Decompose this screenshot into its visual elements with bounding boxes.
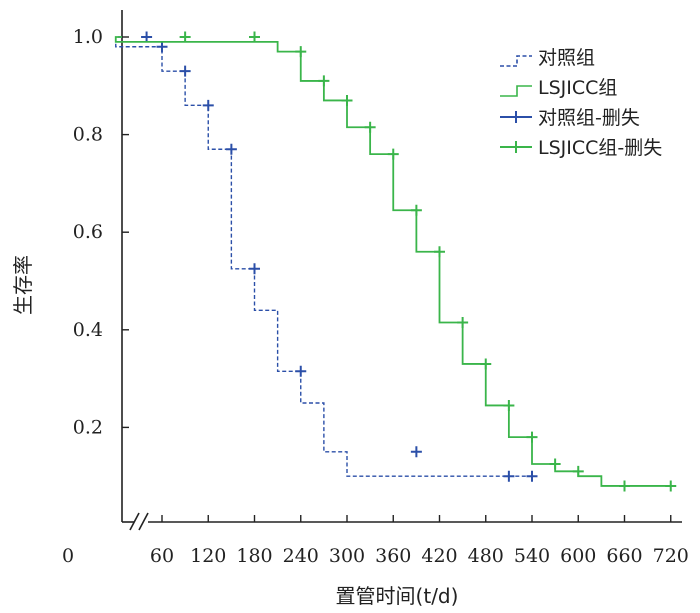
y-tick-label: 1.0 <box>73 26 103 48</box>
censor-mark-lsjicc <box>665 480 677 492</box>
censor-mark-lsjicc <box>364 121 376 133</box>
series-line-control <box>115 36 532 477</box>
x-tick-label: 180 <box>236 545 272 567</box>
legend-label-lsjicc: LSJICC组 <box>538 77 617 99</box>
series-line-lsjicc <box>114 36 671 487</box>
legend-symbol-control-censored <box>500 111 532 123</box>
censor-mark-control <box>249 263 260 275</box>
series-layer <box>114 31 677 492</box>
censor-mark-lsjicc <box>526 431 538 443</box>
x-tick-label: 300 <box>329 545 365 567</box>
censor-mark-control <box>156 41 168 53</box>
censor-mark-control <box>141 31 153 43</box>
y-tick-label: 0.8 <box>73 124 103 146</box>
x-tick-label: 60 <box>150 545 174 567</box>
legend-item-lsjicc: LSJICC组 <box>500 77 617 99</box>
censor-mark-lsjicc <box>249 31 260 43</box>
legend-label-control: 对照组 <box>538 47 595 69</box>
axis-break-slash <box>129 512 140 531</box>
censor-mark-control <box>295 365 307 377</box>
y-tick-label: 0.6 <box>73 221 103 243</box>
censor-mark-control <box>526 470 538 482</box>
censor-mark-lsjicc <box>341 94 353 106</box>
x-tick-label: 600 <box>560 545 596 567</box>
x-tick-label: 720 <box>653 545 689 567</box>
censor-mark-lsjicc <box>295 46 307 58</box>
censor-mark-lsjicc <box>572 465 584 477</box>
y-axis-title: 生存率 <box>11 255 35 315</box>
legend-label-control-censored: 对照组-删失 <box>538 107 640 129</box>
x-tick-label: 480 <box>468 545 504 567</box>
y-tick-label: 0.2 <box>73 416 103 438</box>
censor-mark-lsjicc <box>179 31 191 43</box>
censor-mark-lsjicc <box>480 358 492 370</box>
legend: 对照组 LSJICC组 对照组-删失 LSJICC组-删失 <box>500 47 662 159</box>
legend-symbol-lsjicc <box>500 85 532 97</box>
plot-area: 0.2 0.4 0.6 0.8 1.0 0 60 120 180 240 300 360 420 480… <box>62 10 689 567</box>
censor-mark-control <box>410 446 422 458</box>
y-axis-ticks: 0.2 0.4 0.6 0.8 1.0 <box>73 26 129 438</box>
x-tick-label: 420 <box>421 545 457 567</box>
censor-mark-control <box>503 470 515 482</box>
censor-mark-lsjicc <box>549 458 561 470</box>
legend-symbol-lsjicc-censored <box>500 141 532 153</box>
axis-break-slash <box>138 512 149 531</box>
censor-mark-lsjicc <box>619 480 630 492</box>
axis-break-marker <box>129 512 149 531</box>
legend-item-control: 对照组 <box>500 47 595 69</box>
x-axis-ticks: 0 60 120 180 240 300 360 420 480 540 600 660 720 <box>62 515 689 567</box>
x-tick-label: 120 <box>190 545 226 567</box>
censor-mark-lsjicc <box>457 316 469 328</box>
censor-mark-lsjicc <box>318 75 330 87</box>
y-tick-label: 0.4 <box>73 319 103 341</box>
x-axis-title: 置管时间(t/d) <box>336 584 459 608</box>
x-tick-label: 660 <box>606 545 642 567</box>
legend-symbol-control <box>500 55 532 67</box>
x-tick-label: 0 <box>62 545 74 567</box>
censor-mark-lsjicc <box>387 148 399 160</box>
censor-mark-lsjicc <box>503 399 515 411</box>
censor-mark-control <box>202 99 214 111</box>
censor-mark-lsjicc <box>410 204 422 216</box>
x-tick-label: 240 <box>283 545 319 567</box>
censor-mark-control <box>179 65 191 77</box>
censor-mark-lsjicc <box>434 246 445 258</box>
legend-item-control-censored: 对照组-删失 <box>500 107 640 129</box>
legend-label-lsjicc-censored: LSJICC组-删失 <box>538 137 662 159</box>
legend-item-lsjicc-censored: LSJICC组-删失 <box>500 137 662 159</box>
censor-mark-control <box>225 143 237 155</box>
x-tick-label: 540 <box>514 545 550 567</box>
x-tick-label: 360 <box>375 545 411 567</box>
